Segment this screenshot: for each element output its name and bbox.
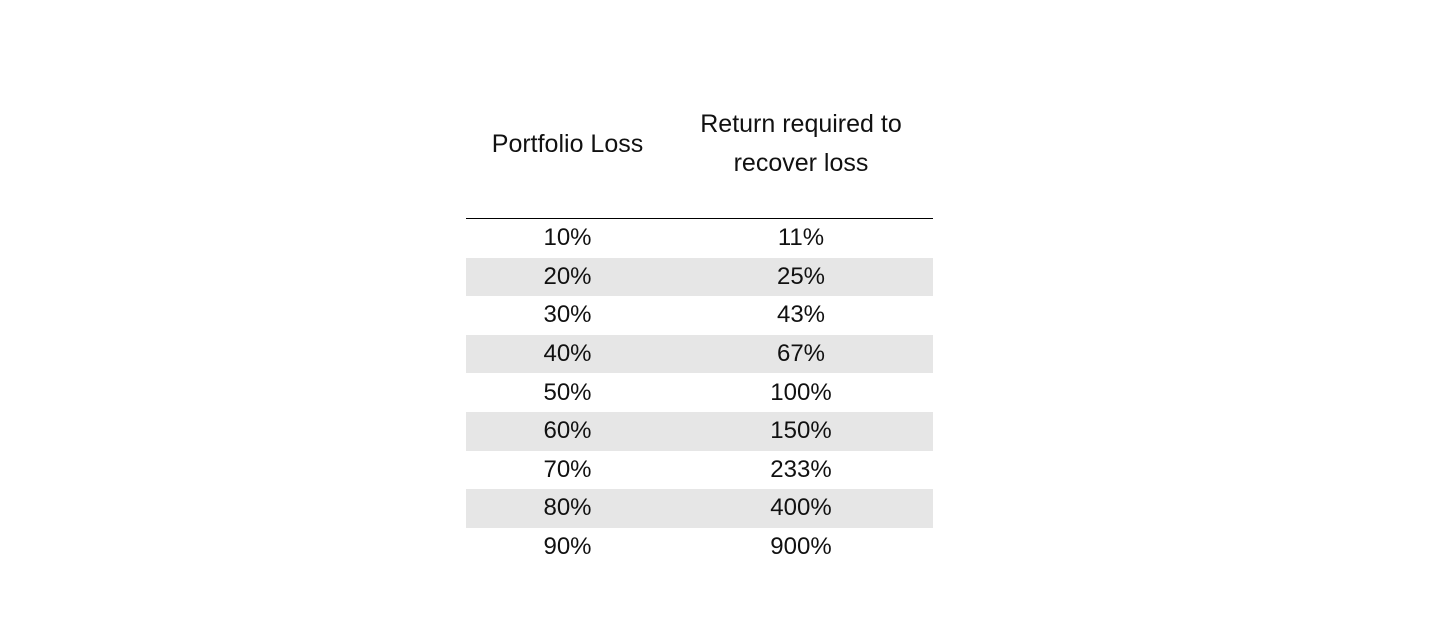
cell-portfolio-loss: 40% bbox=[466, 334, 669, 374]
table-header: Portfolio Loss Return required to recove… bbox=[466, 92, 933, 219]
cell-portfolio-loss: 80% bbox=[466, 489, 669, 528]
cell-return-required: 150% bbox=[669, 411, 933, 451]
table-row: 40% 67% bbox=[466, 334, 933, 374]
header-row: Portfolio Loss Return required to recove… bbox=[466, 92, 933, 219]
table-row: 60% 150% bbox=[466, 411, 933, 451]
table-row: 50% 100% bbox=[466, 373, 933, 412]
cell-return-required: 11% bbox=[777, 224, 825, 252]
table-row: 20% 25% bbox=[466, 257, 933, 297]
cell-portfolio-loss: 50% bbox=[543, 378, 592, 406]
cell-portfolio-loss: 60% bbox=[466, 411, 669, 451]
cell-return-required: 100% bbox=[770, 378, 832, 406]
cell-portfolio-loss: 30% bbox=[543, 301, 592, 329]
cell-return-required: 67% bbox=[669, 334, 933, 374]
cell-portfolio-loss: 90% bbox=[543, 533, 592, 561]
loss-recovery-table-container: Portfolio Loss Return required to recove… bbox=[466, 92, 933, 566]
cell-return-required: 25% bbox=[669, 257, 933, 297]
cell-return-required: 43% bbox=[776, 301, 826, 329]
table-row: 80% 400% bbox=[466, 489, 933, 528]
table-body: 10% 11% 20% 25% 30% 43% 40% 67% 50% 100%… bbox=[466, 219, 933, 567]
cell-return-required: 400% bbox=[669, 489, 933, 528]
cell-portfolio-loss: 20% bbox=[466, 257, 669, 297]
cell-portfolio-loss: 70% bbox=[543, 455, 592, 483]
table-row: 30% 43% bbox=[466, 296, 933, 335]
header-return-required: Return required to recover loss bbox=[669, 92, 933, 219]
cell-portfolio-loss: 10% bbox=[543, 224, 592, 252]
cell-return-required: 900% bbox=[770, 533, 832, 561]
table-row: 10% 11% bbox=[466, 219, 933, 258]
table-row: 90% 900% bbox=[466, 528, 933, 567]
table-row: 70% 233% bbox=[466, 451, 933, 490]
loss-recovery-table: Portfolio Loss Return required to recove… bbox=[466, 92, 933, 566]
cell-return-required: 233% bbox=[770, 455, 832, 483]
header-portfolio-loss: Portfolio Loss bbox=[466, 92, 669, 219]
